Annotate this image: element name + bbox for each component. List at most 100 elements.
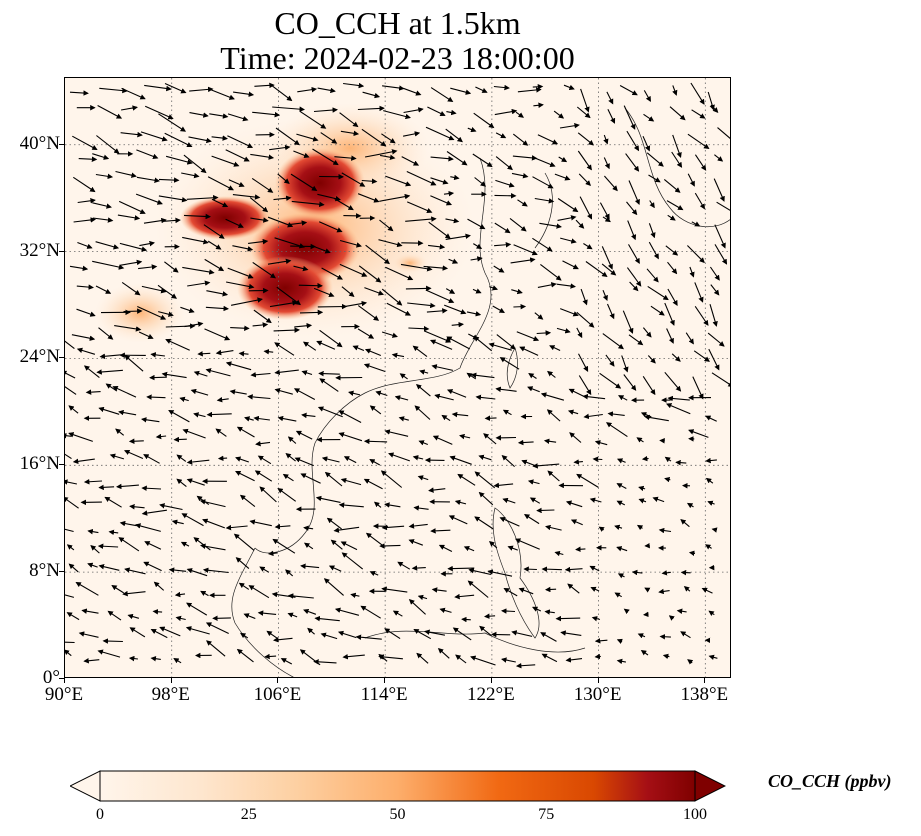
wind-arrow [143,454,160,464]
wind-arrow [412,455,424,461]
wind-arrow [523,514,540,525]
wind-arrow [200,543,226,551]
wind-arrow [373,501,382,508]
wind-arrow [65,453,72,460]
colorbar-label: CO_CCH (ppbv) [768,771,892,791]
wind-arrow [225,281,255,290]
wind-arrow [546,409,561,422]
wind-arrow [439,607,452,614]
wind-arrow [495,179,515,188]
wind-arrow [355,634,382,640]
wind-arrow [449,455,472,465]
wind-arrow [463,546,475,552]
wind-arrow [666,328,674,344]
wind-arrow [165,155,193,165]
wind-arrow [687,133,710,150]
wind-arrow [212,615,231,622]
wind-arrow [705,457,717,464]
wind-arrow [205,305,229,312]
wind-arrow [623,374,637,391]
wind-arrow [248,238,269,245]
wind-arrow [398,416,409,422]
wind-arrow [665,245,679,256]
wind-arrow [158,113,187,132]
wind-arrow [378,239,403,248]
wind-arrow [540,263,562,281]
wind-arrow [183,213,212,220]
wind-arrow [405,285,432,292]
wind-arrow [430,195,453,206]
wind-arrow [540,392,565,401]
wind-arrow [680,631,691,639]
wind-arrow [107,610,122,621]
wind-arrow [385,266,414,281]
wind-arrow [495,156,513,171]
wind-arrow [293,388,316,400]
wind-arrow [247,394,271,400]
wind-arrow [378,653,388,662]
wind-arrow [414,405,431,420]
wind-arrow [430,155,454,162]
wind-arrow [475,394,496,401]
wind-arrow [399,373,408,380]
wind-arrow [381,331,398,338]
wind-arrow [249,197,269,213]
wind-arrow [369,571,379,577]
wind-arrow [556,327,571,334]
wind-arrow [85,389,101,395]
wind-arrow [379,219,394,232]
wind-arrow [560,630,582,636]
wind-arrow [109,453,125,460]
wind-arrow [667,288,678,307]
wind-arrow [554,550,564,557]
wind-arrow [521,459,536,467]
wind-arrow [267,258,292,265]
wind-arrow [238,582,250,590]
wind-arrow [343,82,365,89]
wind-arrow [621,355,629,373]
wind-vectors [65,82,730,669]
wind-arrow [340,541,358,551]
wind-arrow [181,172,200,179]
wind-arrow [141,285,167,294]
wind-arrow [66,544,75,551]
wind-arrow [360,605,381,619]
wind-arrow [65,479,78,485]
wind-arrow [623,105,636,130]
wind-arrow [694,154,707,171]
wind-arrow [161,371,187,379]
wind-arrow [114,325,142,332]
wind-arrow [446,336,471,350]
lat-tick-mark [59,678,64,679]
wind-arrow [203,224,225,239]
wind-arrow [357,105,385,112]
wind-arrow [339,112,359,128]
colorbar-max-extension [694,770,726,802]
wind-arrow [230,325,250,331]
japan-korea-coast [624,107,730,227]
korea-peninsula-coast [534,172,553,249]
wind-arrow [452,627,472,641]
wind-arrow [592,456,603,462]
wind-arrow [143,217,167,224]
wind-arrow [578,353,589,372]
wind-arrow [77,241,93,249]
wind-arrow [511,630,533,637]
wind-arrow [662,653,670,660]
wind-arrow [174,591,186,598]
wind-arrow [121,87,146,100]
wind-arrow [343,456,357,464]
wind-arrow [448,515,468,525]
wind-arrow [205,368,231,377]
wind-arrow [694,282,704,303]
wind-arrow [502,409,512,416]
wind-arrow [567,583,580,594]
wind-arrow [441,414,451,422]
colorbar-tick-label: 25 [240,806,257,823]
wind-arrow [626,267,642,287]
wind-arrow [407,302,436,309]
wind-arrow [72,458,95,465]
wind-arrow [667,261,678,275]
wind-arrow [426,308,448,314]
wind-arrow [617,573,625,579]
